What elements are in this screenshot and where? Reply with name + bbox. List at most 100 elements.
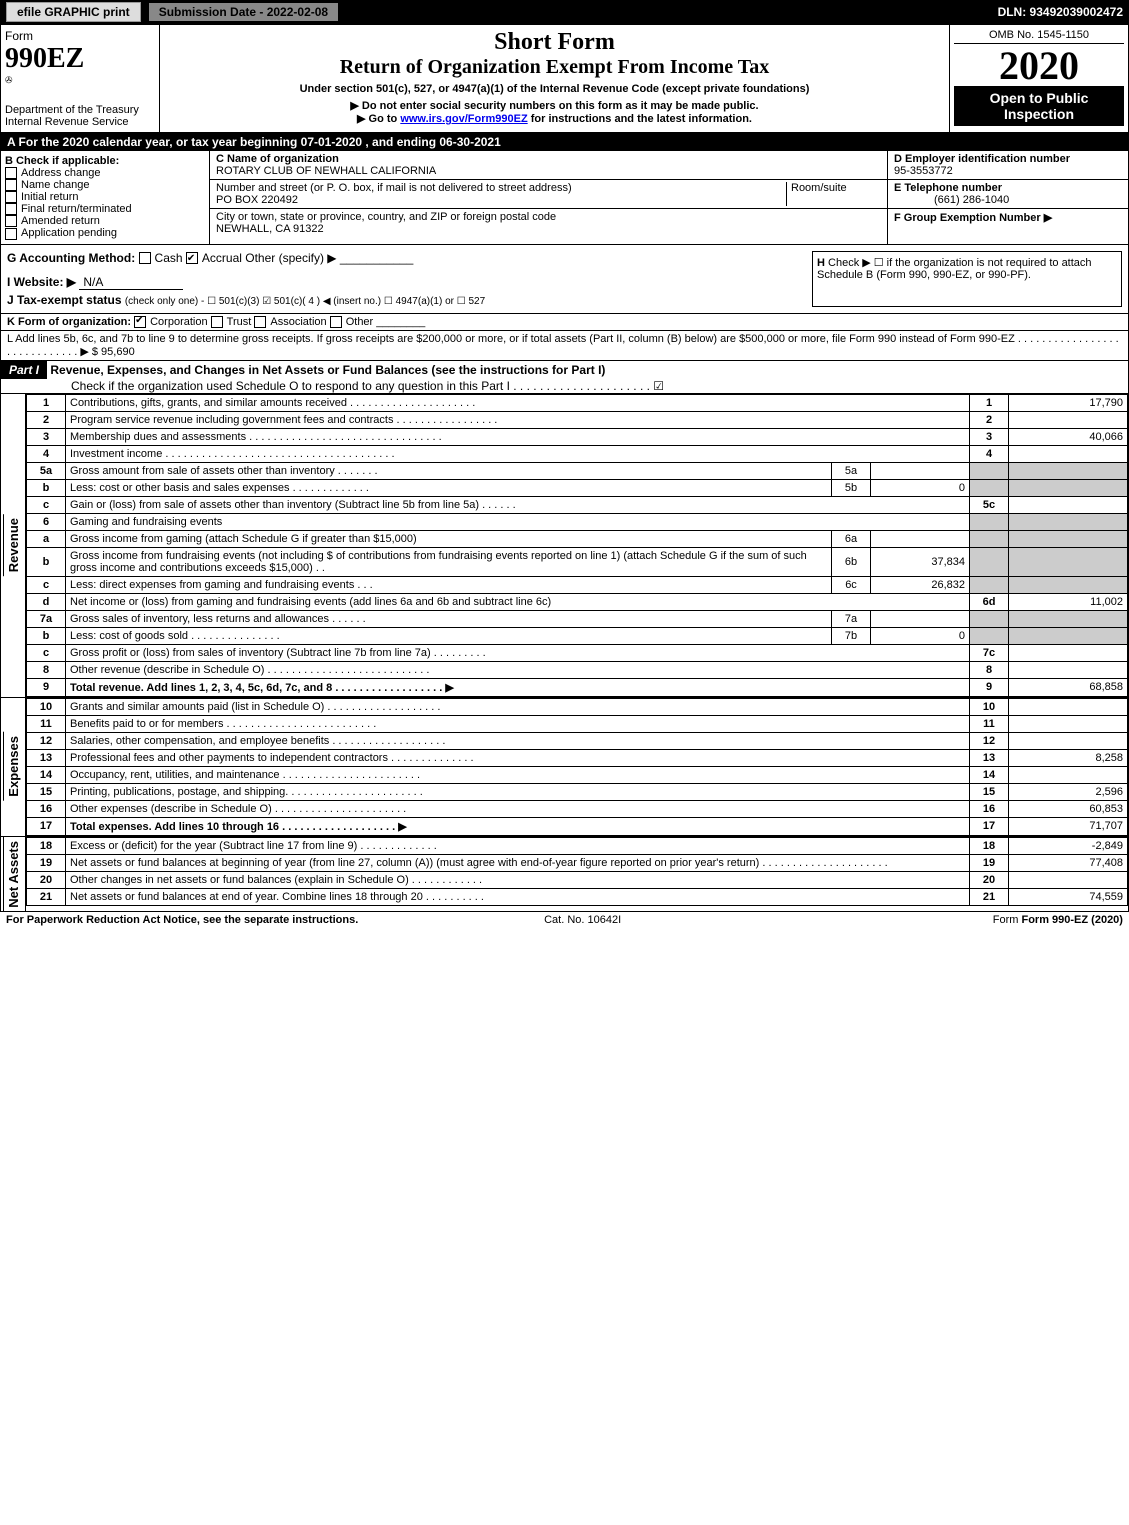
box-b-title: B Check if applicable:	[5, 155, 205, 167]
ein: 95-3553772	[894, 165, 953, 177]
line-1: 1Contributions, gifts, grants, and simil…	[27, 394, 1128, 411]
line-12: 12Salaries, other compensation, and empl…	[27, 732, 1128, 749]
website-val: N/A	[79, 275, 183, 290]
i-label: I Website: ▶	[7, 275, 76, 289]
lbl-application-pending: Application pending	[21, 227, 117, 239]
line-13: 13Professional fees and other payments t…	[27, 749, 1128, 766]
city-val: NEWHALL, CA 91322	[216, 223, 324, 235]
lbl-other-org: Other	[346, 316, 374, 328]
f-label: F Group Exemption Number ▶	[894, 212, 1052, 224]
goto-link[interactable]: www.irs.gov/Form990EZ	[400, 113, 527, 125]
box-h: H Check ▶ ☐ if the organization is not r…	[812, 251, 1122, 307]
irs: Internal Revenue Service	[5, 116, 155, 128]
footer-catno: Cat. No. 10642I	[544, 914, 621, 926]
line-2: 2Program service revenue including gover…	[27, 411, 1128, 428]
line-7a: 7aGross sales of inventory, less returns…	[27, 610, 1128, 627]
footer: For Paperwork Reduction Act Notice, see …	[0, 912, 1129, 928]
e-label: E Telephone number	[894, 182, 1002, 194]
h-label: H	[817, 257, 825, 269]
line-6c: cLess: direct expenses from gaming and f…	[27, 576, 1128, 593]
period-a: A For the 2020 calendar year, or tax yea…	[1, 133, 1128, 151]
lbl-accrual: Accrual	[202, 251, 242, 265]
line-6d: dNet income or (loss) from gaming and fu…	[27, 593, 1128, 610]
part-1-check: Check if the organization used Schedule …	[1, 379, 664, 393]
dept-treasury: Department of the Treasury	[5, 104, 155, 116]
c-label: C Name of organization	[216, 153, 339, 165]
lines-g-h-i-j: G Accounting Method: Cash Accrual Other …	[1, 245, 1128, 314]
line-7c: cGross profit or (loss) from sales of in…	[27, 644, 1128, 661]
telephone: (661) 286-1040	[894, 194, 1009, 206]
net-assets-side-label: Net Assets	[3, 837, 23, 912]
lbl-address-change: Address change	[21, 167, 101, 179]
efile-print-button[interactable]: efile GRAPHIC print	[6, 2, 141, 22]
chk-corporation[interactable]	[134, 316, 146, 328]
chk-trust[interactable]	[211, 316, 223, 328]
chk-application-pending[interactable]	[5, 228, 17, 240]
chk-final-return[interactable]	[5, 203, 17, 215]
subtitle: Under section 501(c), 527, or 4947(a)(1)…	[164, 83, 945, 95]
j-label: J Tax-exempt status	[7, 293, 122, 307]
addr-val: PO BOX 220492	[216, 194, 298, 206]
city-label: City or town, state or province, country…	[216, 211, 556, 223]
chk-initial-return[interactable]	[5, 191, 17, 203]
line-7b: bLess: cost of goods sold . . . . . . . …	[27, 627, 1128, 644]
j-text: (check only one) - ☐ 501(c)(3) ☑ 501(c)(…	[125, 296, 485, 307]
expenses-side-label: Expenses	[3, 732, 23, 801]
line-15: 15Printing, publications, postage, and s…	[27, 783, 1128, 800]
chk-amended-return[interactable]	[5, 215, 17, 227]
org-name: ROTARY CLUB OF NEWHALL CALIFORNIA	[216, 165, 436, 177]
line-6a: aGross income from gaming (attach Schedu…	[27, 530, 1128, 547]
line-5c: cGain or (loss) from sale of assets othe…	[27, 496, 1128, 513]
lbl-trust: Trust	[227, 316, 252, 328]
open-to-public: Open to Public Inspection	[954, 86, 1124, 126]
lbl-name-change: Name change	[21, 179, 90, 191]
line-9: 9Total revenue. Add lines 1, 2, 3, 4, 5c…	[27, 678, 1128, 696]
short-form-title: Short Form	[164, 29, 945, 56]
net-assets-section: Net Assets 18Excess or (deficit) for the…	[1, 837, 1128, 912]
chk-cash[interactable]	[139, 252, 151, 264]
goto-post: for instructions and the latest informat…	[528, 113, 752, 125]
chk-other-org[interactable]	[330, 316, 342, 328]
submission-date: Submission Date - 2022-02-08	[149, 3, 338, 21]
line-17: 17Total expenses. Add lines 10 through 1…	[27, 817, 1128, 835]
part-1-tab: Part I	[1, 361, 47, 379]
line-6: 6Gaming and fundraising events	[27, 513, 1128, 530]
top-bar: efile GRAPHIC print Submission Date - 20…	[0, 0, 1129, 24]
chk-name-change[interactable]	[5, 179, 17, 191]
footer-form: Form Form 990-EZ (2020)	[993, 914, 1123, 926]
line-3: 3Membership dues and assessments . . . .…	[27, 428, 1128, 445]
header-row: Form 990EZ ✇ Department of the Treasury …	[1, 25, 1128, 133]
g-label: G Accounting Method:	[7, 251, 135, 265]
lbl-cash: Cash	[155, 251, 183, 265]
k-label: K Form of organization:	[7, 316, 131, 328]
line-6b: bGross income from fundraising events (n…	[27, 547, 1128, 576]
addr-label: Number and street (or P. O. box, if mail…	[216, 182, 572, 194]
line-11: 11Benefits paid to or for members . . . …	[27, 715, 1128, 732]
form-container: Form 990EZ ✇ Department of the Treasury …	[0, 24, 1129, 912]
omb-number: OMB No. 1545-1150	[954, 29, 1124, 44]
box-c: C Name of organization ROTARY CLUB OF NE…	[210, 151, 887, 244]
line-20: 20Other changes in net assets or fund ba…	[27, 871, 1128, 888]
chk-accrual[interactable]	[186, 252, 198, 264]
line-5b: bLess: cost or other basis and sales exp…	[27, 479, 1128, 496]
lbl-corporation: Corporation	[150, 316, 207, 328]
expenses-table: 10Grants and similar amounts paid (list …	[26, 698, 1128, 836]
dln: DLN: 93492039002472	[998, 5, 1123, 19]
line-14: 14Occupancy, rent, utilities, and mainte…	[27, 766, 1128, 783]
h-text: Check ▶ ☐ if the organization is not req…	[817, 257, 1092, 281]
line-19: 19Net assets or fund balances at beginni…	[27, 854, 1128, 871]
line-l: L Add lines 5b, 6c, and 7b to line 9 to …	[1, 331, 1128, 361]
line-10: 10Grants and similar amounts paid (list …	[27, 698, 1128, 715]
lbl-association: Association	[270, 316, 326, 328]
box-b: B Check if applicable: Address change Na…	[1, 151, 210, 244]
chk-association[interactable]	[254, 316, 266, 328]
lbl-other-method: Other (specify) ▶	[245, 251, 336, 265]
part-1-title: Revenue, Expenses, and Changes in Net As…	[50, 363, 605, 377]
chk-address-change[interactable]	[5, 167, 17, 179]
section-b-c-d: B Check if applicable: Address change Na…	[1, 151, 1128, 245]
line-4: 4Investment income . . . . . . . . . . .…	[27, 445, 1128, 462]
return-title: Return of Organization Exempt From Incom…	[164, 56, 945, 79]
line-18: 18Excess or (deficit) for the year (Subt…	[27, 837, 1128, 854]
lbl-final-return: Final return/terminated	[21, 203, 132, 215]
line-16: 16Other expenses (describe in Schedule O…	[27, 800, 1128, 817]
